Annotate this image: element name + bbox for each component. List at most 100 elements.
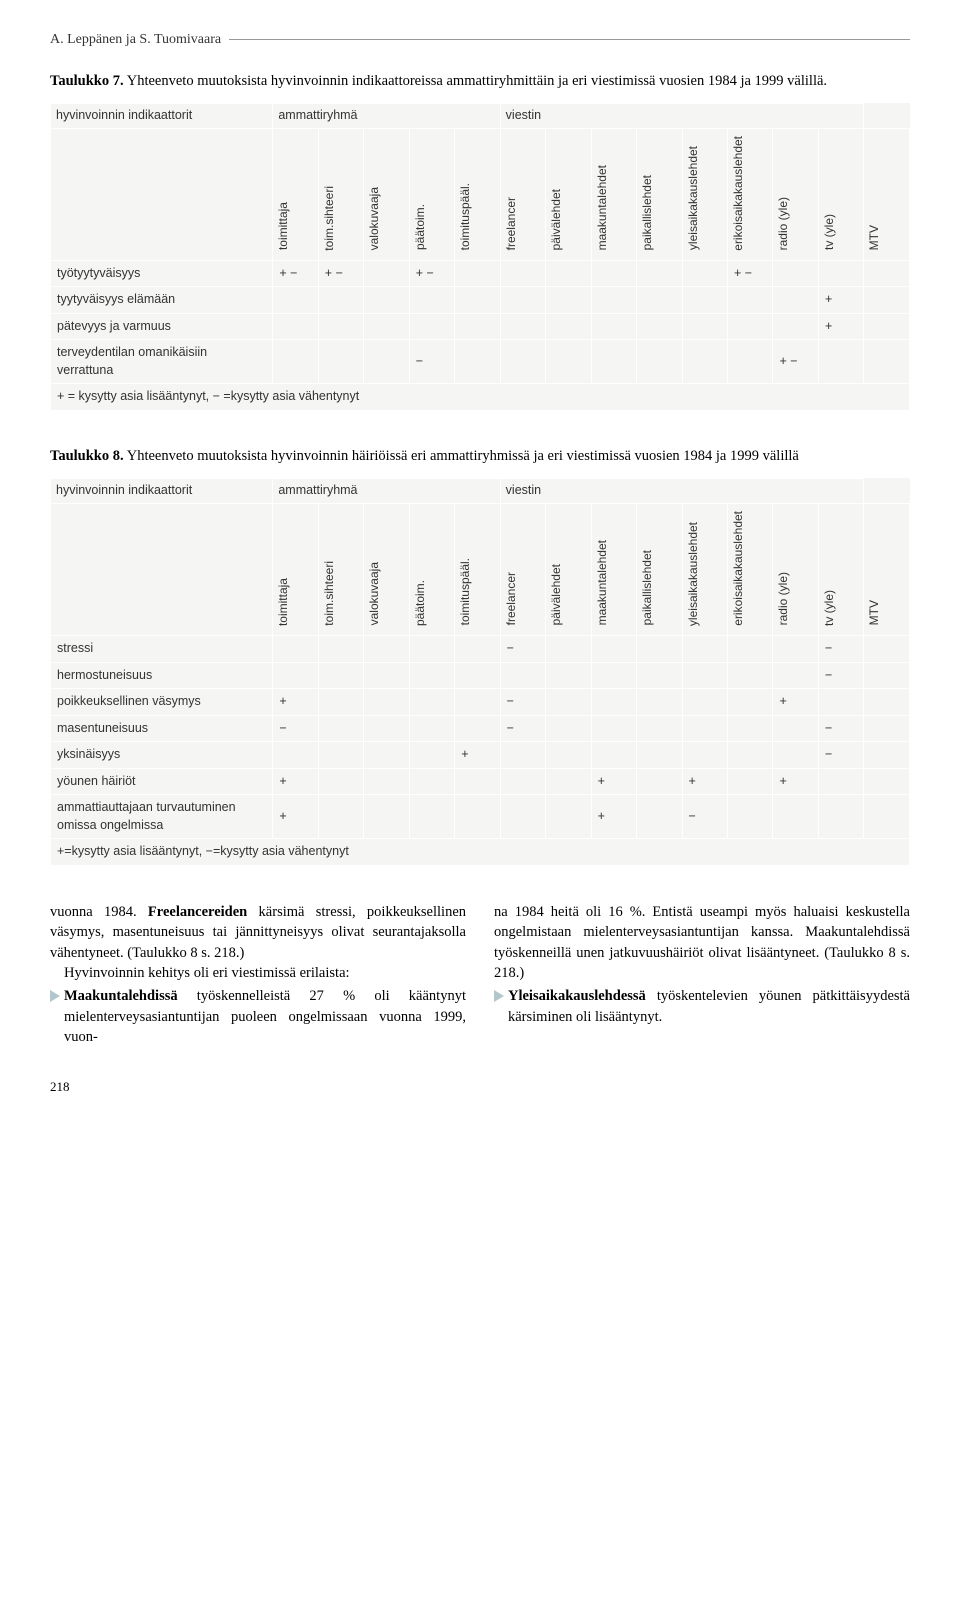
data-cell (546, 287, 591, 314)
data-cell (546, 636, 591, 663)
triangle-bullet-icon (50, 990, 60, 1002)
column-header: paikallislehdet (637, 128, 682, 260)
data-cell (364, 260, 409, 287)
table8-caption-bold: Taulukko 8. (50, 448, 124, 464)
data-cell (409, 287, 454, 314)
data-cell: + − (273, 260, 318, 287)
row-label: yöunen häiriöt (51, 768, 273, 795)
group-header-cell: ammattiryhmä (273, 479, 500, 504)
column-header: erikoisaikakauslehdet (728, 503, 773, 635)
column-header: toim.sihteeri (318, 128, 363, 260)
group-header-cell: ammattiryhmä (273, 104, 500, 129)
page-number: 218 (50, 1078, 910, 1096)
group-header-cell: viestin (500, 104, 864, 129)
data-cell (409, 715, 454, 742)
data-cell: + (682, 768, 727, 795)
data-cell (591, 742, 636, 769)
left-p2: Hyvinvoinnin kehitys oli eri viestimissä… (50, 963, 466, 984)
data-cell (637, 715, 682, 742)
data-cell (364, 662, 409, 689)
blank-corner (51, 128, 273, 260)
data-cell (637, 287, 682, 314)
data-cell (273, 340, 318, 384)
data-cell (728, 287, 773, 314)
data-cell (637, 689, 682, 716)
column-header: päätoim. (409, 503, 454, 635)
data-cell (546, 662, 591, 689)
data-cell (682, 260, 727, 287)
table7-caption-rest: Yhteenveto muutoksista hyvinvoinnin indi… (124, 73, 827, 89)
data-cell: + (591, 768, 636, 795)
data-cell (864, 768, 910, 795)
data-cell (318, 689, 363, 716)
data-cell (637, 795, 682, 839)
data-cell (682, 689, 727, 716)
left-bullet: Maakuntalehdissä työskennelleistä 27 % o… (50, 986, 466, 1048)
data-cell (455, 689, 500, 716)
table8-caption: Taulukko 8. Yhteenveto muutoksista hyvin… (50, 447, 910, 467)
group-header-cell: hyvinvoinnin indikaattorit (51, 479, 273, 504)
page-header: A. Leppänen ja S. Tuomivaara (50, 30, 910, 50)
data-cell (318, 636, 363, 663)
row-label: tyytyväisyys elämään (51, 287, 273, 314)
column-header: yleisaikakauslehdet (682, 128, 727, 260)
row-label: terveydentilan omanikäisiin verrattuna (51, 340, 273, 384)
data-cell (818, 340, 863, 384)
row-label: masentuneisuus (51, 715, 273, 742)
data-cell (455, 340, 500, 384)
data-cell (318, 662, 363, 689)
column-header: radio (yle) (773, 128, 818, 260)
data-cell: − (409, 340, 454, 384)
data-cell (682, 340, 727, 384)
table7-caption-bold: Taulukko 7. (50, 73, 124, 89)
data-cell (364, 636, 409, 663)
data-cell: + (591, 795, 636, 839)
data-cell (409, 742, 454, 769)
data-cell (637, 742, 682, 769)
column-header: paikallislehdet (637, 503, 682, 635)
data-cell (546, 689, 591, 716)
right-bullet-bold: Yleisaikakauslehdessä (508, 988, 646, 1004)
data-cell (637, 768, 682, 795)
header-rule (229, 39, 910, 40)
data-cell: − (682, 795, 727, 839)
column-header: tv (yle) (818, 128, 863, 260)
data-cell (455, 260, 500, 287)
data-cell (818, 689, 863, 716)
triangle-bullet-icon (494, 990, 504, 1002)
data-cell (409, 689, 454, 716)
data-cell (318, 287, 363, 314)
data-cell (682, 742, 727, 769)
data-cell (591, 662, 636, 689)
data-cell (637, 662, 682, 689)
data-cell (364, 340, 409, 384)
data-cell (773, 662, 818, 689)
row-label: pätevyys ja varmuus (51, 313, 273, 340)
data-cell (773, 313, 818, 340)
data-cell (728, 636, 773, 663)
data-cell (500, 795, 545, 839)
table7: hyvinvoinnin indikaattoritammattiryhmävi… (50, 103, 910, 384)
data-cell (728, 742, 773, 769)
column-header: päivälehdet (546, 503, 591, 635)
data-cell (455, 287, 500, 314)
data-cell (864, 287, 910, 314)
data-cell (728, 340, 773, 384)
column-header: toimittaja (273, 503, 318, 635)
data-cell: + (818, 287, 863, 314)
data-cell (864, 689, 910, 716)
blank-corner (51, 503, 273, 635)
data-cell: − (273, 715, 318, 742)
row-label: työtyytyväisyys (51, 260, 273, 287)
data-cell (500, 313, 545, 340)
data-cell (546, 795, 591, 839)
data-cell (864, 715, 910, 742)
data-cell (773, 715, 818, 742)
data-cell: + − (409, 260, 454, 287)
data-cell (773, 260, 818, 287)
data-cell (409, 768, 454, 795)
data-cell: − (818, 742, 863, 769)
data-cell (591, 313, 636, 340)
data-cell: − (500, 715, 545, 742)
data-cell: + − (318, 260, 363, 287)
